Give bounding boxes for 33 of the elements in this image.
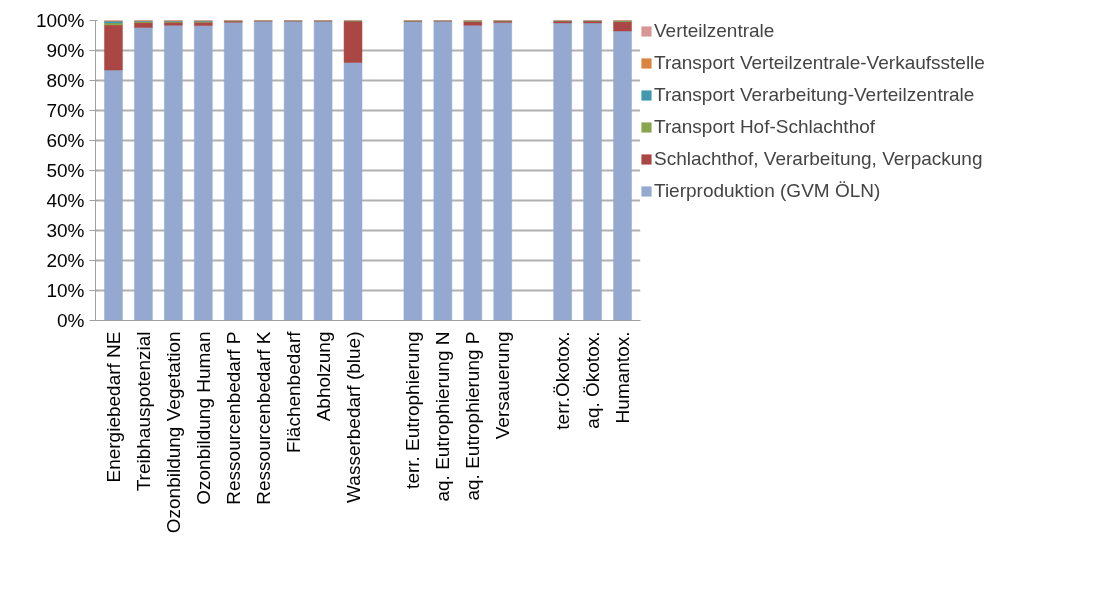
legend-label: Schlachthof, Verarbeitung, Verpackung <box>654 148 983 170</box>
y-tick-label: 100% <box>35 10 85 31</box>
x-tick-label: terr.Ökotox. <box>552 331 574 430</box>
x-tick-label: Versauerung <box>492 331 514 440</box>
x-tick-label: aq. Ökotox. <box>582 331 604 429</box>
x-tick-label: Ressourcenbedarf K <box>252 331 274 505</box>
y-tick-label: 50% <box>46 160 85 181</box>
y-tick-label: 90% <box>46 40 85 61</box>
x-tick-label: Treibhauspotenzial <box>132 331 154 492</box>
x-tick-label: Abholzung <box>312 331 334 422</box>
x-tick-label: Ozonbildung Vegetation <box>162 331 184 534</box>
legend-label: Transport Verteilzentrale-Verkaufsstelle <box>654 52 985 74</box>
legend-label: Transport Verarbeitung-Verteilzentrale <box>654 84 975 106</box>
y-tick-label: 60% <box>46 130 85 151</box>
y-tick-label: 80% <box>46 70 85 91</box>
x-tick-label: aq. Eutrophierung N <box>432 331 454 502</box>
x-tick-label: Wasserbedarf (blue) <box>342 331 364 503</box>
y-tick-label: 0% <box>57 310 85 331</box>
x-tick-label: Flächenbedarf <box>282 330 304 453</box>
y-tick-label: 70% <box>46 100 85 121</box>
y-tick-label: 30% <box>46 220 85 241</box>
legend-label: Transport Hof-Schlachthof <box>654 116 876 138</box>
x-tick-label: Energiebedarf NE <box>102 331 124 483</box>
x-tick-label: aq. Eutrophierung P <box>462 331 484 501</box>
x-tick-label: Humantox. <box>612 331 634 424</box>
legend-label: Tierproduktion (GVM ÖLN) <box>654 180 881 202</box>
x-tick-label: Ressourcenbedarf P <box>222 331 244 505</box>
y-tick-label: 40% <box>46 190 85 211</box>
y-tick-label: 20% <box>46 250 85 271</box>
y-tick-label: 10% <box>46 280 85 301</box>
x-tick-label: Ozonbildung Human <box>192 331 214 505</box>
x-tick-label: terr. Eutrophierung <box>402 331 424 489</box>
legend-label: Verteilzentrale <box>654 20 775 42</box>
